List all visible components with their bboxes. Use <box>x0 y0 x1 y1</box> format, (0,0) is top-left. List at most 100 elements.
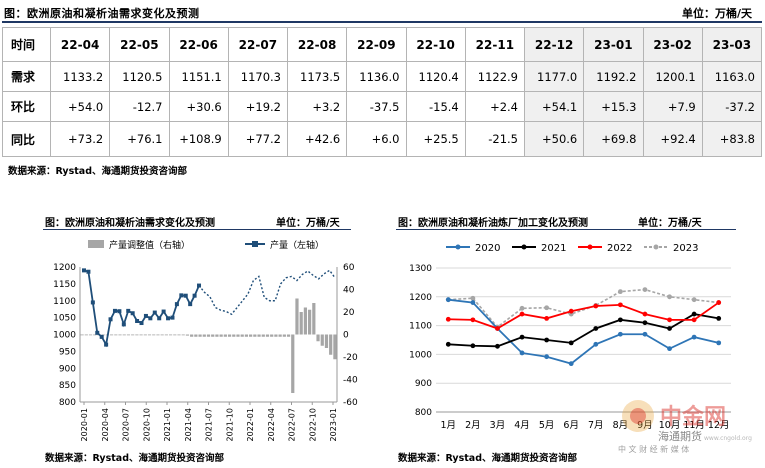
legend-label-production: 产量（左轴） <box>270 239 324 251</box>
series-point-2023 <box>691 297 697 303</box>
production-point <box>179 293 184 298</box>
table-cell: +83.8 <box>701 121 763 157</box>
production-line <box>83 269 200 348</box>
adjustment-bar <box>164 334 168 336</box>
adjustment-bar <box>236 334 240 337</box>
series-point-2021 <box>716 316 722 321</box>
x-tick-label: 3月 <box>490 420 506 431</box>
production-point <box>117 309 122 314</box>
table-cell: +77.2 <box>227 121 289 157</box>
series-point-2021 <box>519 334 525 340</box>
legend-marker-production <box>252 241 258 247</box>
adjustment-bar <box>286 334 291 337</box>
table-cell: +7.9 <box>642 91 703 122</box>
series-point-2022 <box>667 317 672 323</box>
table-cell: -37.5 <box>346 91 407 122</box>
series-point-2022 <box>470 317 476 323</box>
x-tick-label: 2022-01 <box>246 408 255 441</box>
adjustment-bar <box>109 334 114 336</box>
series-point-2022 <box>691 317 697 323</box>
table-cell: +108.9 <box>168 121 229 157</box>
right-chart-unit: 单位：万桶/天 <box>638 218 702 229</box>
series-point-2022 <box>716 300 722 305</box>
series-point-2020 <box>519 350 525 356</box>
adjustment-bar <box>265 334 270 337</box>
table-row: 需求 1133.2 1120.5 1151.1 1170.3 1173.5 11… <box>2 61 763 92</box>
production-point <box>112 308 117 313</box>
table-cell: 1163.0 <box>701 61 763 92</box>
adjustment-bar <box>227 334 232 337</box>
adjustment-bar <box>198 334 202 337</box>
table-header-row: 时间 22-04 22-05 22-06 22-07 22-08 22-09 2… <box>2 27 763 62</box>
table-source: 数据来源：Rystad、海通期货投资咨询部 <box>8 166 187 177</box>
adjustment-bar <box>232 334 236 337</box>
series-line-2022 <box>448 301 720 330</box>
adjustment-bar <box>329 334 333 355</box>
legend-swatch-adjustment <box>88 240 104 248</box>
adjustment-bar <box>147 334 152 336</box>
production-point <box>174 302 179 307</box>
row-label: 需求 <box>2 61 51 92</box>
table-row: 环比 +54.0 -12.7 +30.6 +19.2 +3.2 -37.5 -1… <box>2 91 763 122</box>
table-cell: 1177.0 <box>523 61 585 92</box>
legend-label: 2021 <box>541 243 566 254</box>
x-tick-label: 11月 <box>683 420 705 431</box>
adjustment-bar <box>122 334 126 336</box>
table-cell: 1120.4 <box>405 61 466 92</box>
x-tick-label: 2022-04 <box>267 408 276 441</box>
series-point-2021 <box>544 337 550 343</box>
adjustment-bar <box>333 334 337 360</box>
adjustment-bar <box>177 334 181 336</box>
watermark-sub: 海通期货 <box>658 429 702 443</box>
adjustment-bar <box>215 334 219 337</box>
right-y-tick-label: -20 <box>343 353 358 363</box>
column-header: 22-04 <box>49 27 111 62</box>
x-tick-label: 2月 <box>465 420 481 431</box>
legend-marker <box>587 244 593 250</box>
series-point-2023 <box>519 305 525 311</box>
right-chart: 2020 2021 2022 2023 800 900 1000 1100 1200 1300 1… <box>409 243 731 431</box>
table-cell: -12.7 <box>109 91 170 122</box>
left-y-tick-label: 1050 <box>53 314 76 324</box>
x-tick-label: 9月 <box>637 420 653 431</box>
production-point <box>130 311 135 316</box>
y-tick-label: 800 <box>415 408 432 418</box>
y-tick-label: 1000 <box>409 350 432 360</box>
production-point <box>126 308 131 313</box>
table-cell: -37.2 <box>701 91 763 122</box>
y-tick-label: 1300 <box>409 264 432 274</box>
adjustment-bar <box>312 303 316 335</box>
legend-marker <box>521 244 527 250</box>
adjustment-bar <box>152 334 156 336</box>
production-point <box>86 269 91 274</box>
series-line-2023 <box>448 288 719 329</box>
series-point-2020 <box>617 331 623 337</box>
x-tick-label: 2021-01 <box>163 408 172 441</box>
legend-marker <box>455 244 461 250</box>
series-point-2020 <box>691 334 697 340</box>
left-y-tick-label: 1200 <box>53 263 76 273</box>
row-label: 同比 <box>2 121 51 157</box>
right-y-tick-label: -60 <box>343 398 358 408</box>
series-line-2020 <box>448 298 719 365</box>
adjustment-bar <box>139 334 143 336</box>
adjustment-bar <box>240 334 244 337</box>
table-cell: -21.5 <box>464 121 526 157</box>
header-bar: 图：欧洲原油和凝析油需求变化及预测 单位：万桶/天 <box>2 3 762 23</box>
production-point <box>99 334 104 339</box>
header-divider <box>2 21 762 23</box>
column-header: 22-10 <box>405 27 466 62</box>
table-cell: +92.4 <box>642 121 703 157</box>
x-tick-label: 12月 <box>708 420 730 431</box>
adjustment-bar <box>168 334 173 336</box>
watermark-name: 中金网 <box>660 404 726 430</box>
production-point <box>157 316 162 321</box>
adjustment-bar <box>244 334 249 337</box>
series-point-2021 <box>495 343 500 349</box>
column-header: 23-01 <box>583 27 644 62</box>
adjustment-bar <box>278 334 282 337</box>
table-cell: +19.2 <box>227 91 289 122</box>
x-tick-label: 2021-04 <box>184 408 193 441</box>
adjustment-bar <box>316 334 320 342</box>
adjustment-bar <box>219 334 223 337</box>
